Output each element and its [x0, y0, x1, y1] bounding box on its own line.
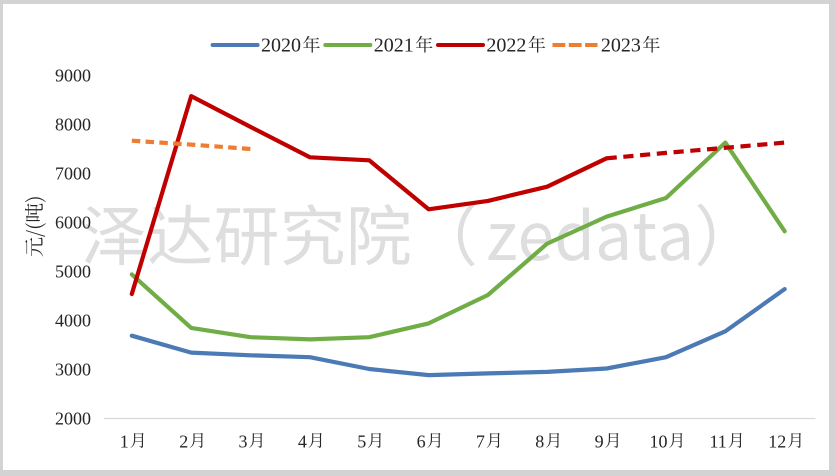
svg-text:4000: 4000 — [55, 311, 91, 331]
svg-text:4: 4 — [298, 432, 307, 452]
svg-text:6000: 6000 — [55, 213, 91, 233]
svg-text:8000: 8000 — [55, 115, 91, 135]
svg-text:2: 2 — [179, 432, 188, 452]
svg-text:2000: 2000 — [55, 409, 91, 429]
svg-text:5: 5 — [357, 432, 366, 452]
svg-text:3000: 3000 — [55, 360, 91, 380]
svg-text:6: 6 — [417, 432, 426, 452]
svg-text:9000: 9000 — [55, 66, 91, 86]
svg-text:2021: 2021 — [374, 35, 414, 57]
svg-text:3: 3 — [239, 432, 248, 452]
svg-text:2020: 2020 — [261, 35, 301, 57]
svg-text:2023: 2023 — [601, 35, 641, 57]
svg-text:2022: 2022 — [486, 35, 526, 57]
svg-text:7000: 7000 — [55, 164, 91, 184]
svg-text:7: 7 — [476, 432, 485, 452]
svg-text:12: 12 — [768, 432, 786, 452]
svg-text:1: 1 — [120, 432, 129, 452]
svg-text:11: 11 — [709, 432, 726, 452]
svg-text:10: 10 — [650, 432, 668, 452]
svg-text:9: 9 — [595, 432, 604, 452]
svg-text:8: 8 — [535, 432, 544, 452]
svg-text:5000: 5000 — [55, 262, 91, 282]
